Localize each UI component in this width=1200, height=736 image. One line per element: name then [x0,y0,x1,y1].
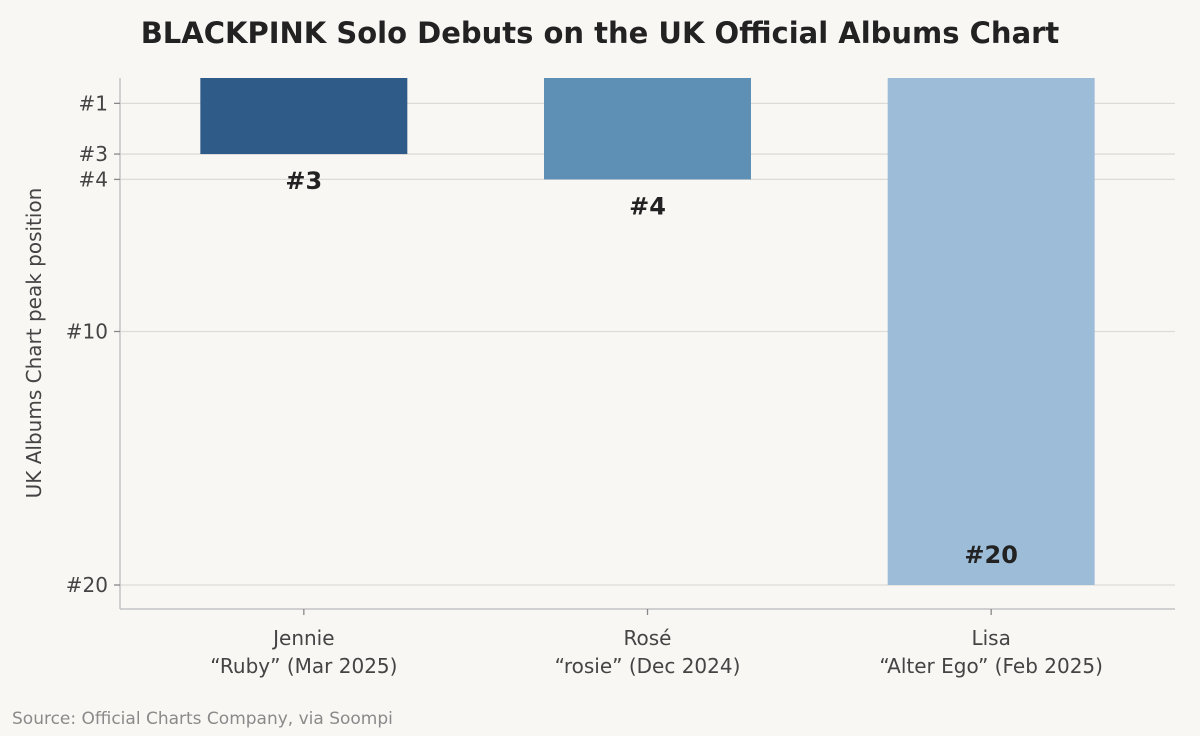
x-tick-label-album: “rosie” (Dec 2024) [555,654,741,678]
y-axis-title: UK Albums Chart peak position [22,188,46,499]
x-tick-label-album: “Ruby” (Mar 2025) [210,654,397,678]
x-tick-label-artist: Rosé [624,626,672,650]
data-label: #3 [285,167,322,195]
x-axis-ticks: Jennie “Ruby” (Mar 2025) Rosé “rosie” (Dec … [210,609,1103,678]
bar [887,78,1095,585]
chart-title: BLACKPINK Solo Debuts on the UK Official… [140,16,1060,50]
source-note: Source: Official Charts Company, via Soo… [12,709,393,729]
y-axis-ticks: #1 #3#4 #10 #20 [66,91,120,597]
y-tick-label: #1 [79,91,108,115]
x-tick-label-artist: Jennie [271,626,334,650]
bar [544,78,751,180]
data-labels: #3 #4 #20 [285,167,1017,569]
x-tick-label-artist: Lisa [971,626,1010,650]
y-tick-label: #20 [66,573,108,597]
bar [200,78,408,155]
y-tick-label: #10 [66,320,108,344]
data-label: #20 [964,541,1018,569]
x-tick-label-album: “Alter Ego” (Feb 2025) [879,654,1103,678]
y-tick-label: #4 [79,167,108,191]
bars [200,78,1095,585]
data-label: #4 [629,192,666,220]
y-tick-label: #3 [79,142,108,166]
